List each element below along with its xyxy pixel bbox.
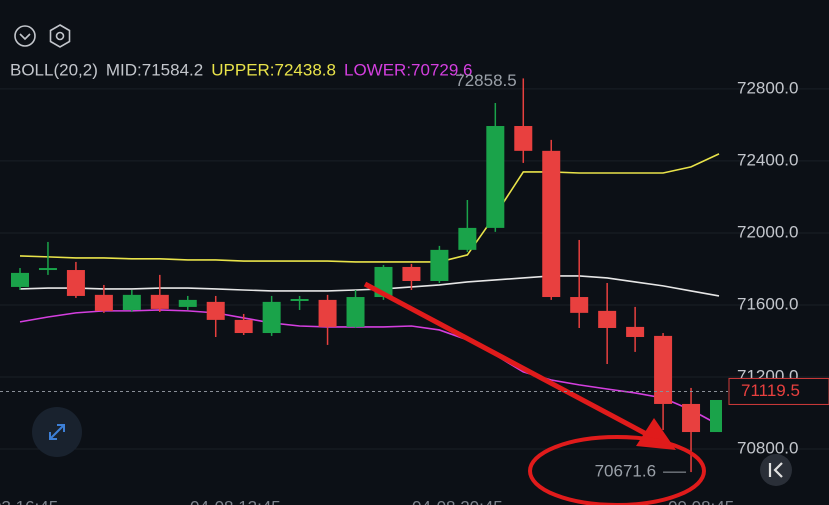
current-price-box — [728, 377, 829, 405]
annotation-ellipse — [528, 435, 706, 505]
indicator-upper: UPPER:72438.8 — [211, 60, 336, 79]
candle-body — [38, 268, 57, 271]
current-price-label: 71119.5 — [741, 381, 800, 400]
candle-body — [654, 335, 673, 404]
candle-body — [542, 150, 561, 298]
y-tick-label: 71600.0 — [737, 294, 798, 313]
annotation — [363, 281, 706, 505]
settings-button[interactable] — [49, 24, 71, 48]
candle-body — [66, 270, 85, 296]
candle-body — [122, 294, 141, 310]
candle-body — [458, 227, 477, 250]
boll-line — [19, 153, 720, 263]
candle-body — [318, 299, 337, 327]
expand-button[interactable] — [32, 407, 82, 457]
candle-body — [486, 126, 505, 228]
plot-area — [11, 78, 722, 473]
boll-line — [19, 275, 720, 297]
boll-line — [19, 309, 720, 426]
candle-body — [234, 319, 253, 334]
candle-body — [290, 299, 309, 301]
annotation-arrow — [363, 281, 654, 440]
y-tick-label: 72400.0 — [737, 150, 798, 169]
y-tick-label: 70800.0 — [737, 438, 798, 457]
y-tick-label: 72000.0 — [737, 222, 798, 241]
candle-body — [514, 126, 533, 151]
low-label: 70671.6 — [595, 462, 656, 481]
x-tick-label: 04-08 12:45 — [190, 497, 281, 505]
collapse-button[interactable] — [14, 25, 36, 47]
y-tick-label: 72800.0 — [737, 78, 798, 97]
candle-body — [94, 294, 113, 311]
high-label: 72858.5 — [455, 71, 516, 90]
x-tick-label: 03 16:45 — [0, 497, 58, 505]
indicator-name: BOLL(20,2) — [10, 60, 98, 79]
candle-body — [178, 299, 197, 307]
candle-body — [346, 297, 365, 327]
candle-body — [626, 326, 645, 337]
candle-body — [11, 272, 29, 287]
indicator-legend: BOLL(20,2) MID:71584.2 UPPER:72438.8 LOW… — [10, 60, 473, 79]
x-tick-label: 09 08:45 — [668, 497, 734, 505]
x-tick-label: 04-08 20:45 — [412, 497, 503, 505]
candle-body — [262, 301, 281, 334]
candle-body — [430, 249, 449, 282]
candle-body — [150, 294, 169, 309]
scroll-latest-button[interactable] — [760, 454, 792, 486]
candle-body — [598, 310, 617, 328]
indicator-lower: LOWER:70729.6 — [344, 60, 473, 79]
candle-body — [710, 399, 722, 433]
candle-body — [402, 266, 421, 282]
indicator-mid: MID:71584.2 — [106, 60, 203, 79]
candle-body — [570, 297, 589, 313]
candle-body — [682, 403, 701, 433]
candle-body — [206, 301, 225, 320]
